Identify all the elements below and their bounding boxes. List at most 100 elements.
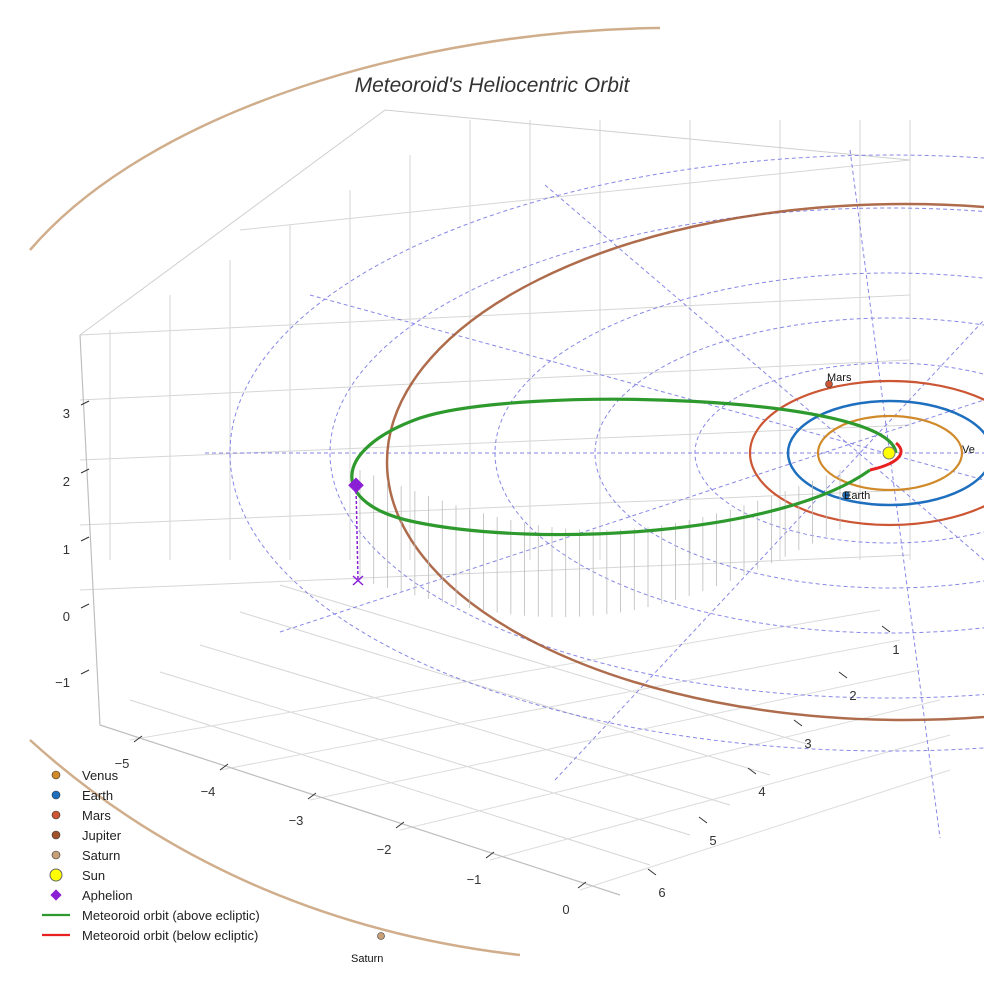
venus-orbit [816, 414, 964, 492]
y-tick [881, 625, 891, 633]
grid-line-floor [159, 671, 691, 836]
x-tick-label: 0 [562, 902, 569, 917]
legend-swatch [51, 770, 61, 780]
legend-item: Earth [40, 785, 260, 805]
grid-line-floor [279, 584, 811, 746]
legend-swatch [51, 850, 61, 860]
legend-item: Mars [40, 805, 260, 825]
legend-marker [51, 770, 61, 780]
legend-item: Jupiter [40, 825, 260, 845]
legend-item: Venus [40, 765, 260, 785]
grid-line-horizontal [239, 159, 911, 231]
planet-label-venus: Ve [962, 444, 975, 456]
x-tick-label: −1 [467, 872, 482, 887]
meteoroid-orbit-above [350, 397, 898, 537]
legend-label: Jupiter [82, 827, 122, 843]
grid-line-horizontal [79, 294, 911, 336]
ecliptic-axis [309, 294, 984, 481]
legend-label: Saturn [82, 847, 121, 863]
grid-line-floor [129, 609, 881, 741]
legend-marker [51, 810, 61, 820]
x-tick [307, 792, 317, 800]
y-tick [698, 816, 708, 824]
y-tick-label: 3 [804, 736, 811, 751]
x-tick [133, 735, 143, 743]
y-tick [793, 719, 803, 727]
x-tick [219, 763, 229, 771]
legend-swatch [51, 810, 61, 820]
legend-swatch [51, 830, 61, 840]
saturn-orbit [29, 739, 521, 957]
sun-marker [882, 446, 896, 460]
ecliptic-axis [544, 184, 984, 561]
aphelion-projection-marker [352, 575, 364, 586]
x-tick-label: −3 [289, 813, 304, 828]
ecliptic-axis [849, 149, 941, 839]
legend-item: Saturn [40, 845, 260, 865]
legend-marker [51, 830, 61, 840]
grid-line-floor [489, 734, 951, 861]
y-tick-label: 1 [892, 642, 899, 657]
y-tick-label: 5 [709, 833, 716, 848]
legend: Venus Earth Mars Jupiter Saturn Sun Aphelion Me… [40, 765, 260, 945]
earth-marker [842, 491, 850, 499]
z-tick-label: 0 [63, 609, 70, 624]
z-tick-label: 1 [63, 542, 70, 557]
saturn-orbit [29, 26, 661, 251]
legend-item: Aphelion [40, 885, 260, 905]
x-tick-label: −4 [201, 784, 216, 799]
grid-line-horizontal [79, 424, 911, 461]
z-tick-label: −1 [55, 675, 70, 690]
legend-marker [51, 850, 61, 860]
y-tick [747, 767, 757, 775]
legend-item: Meteoroid orbit (above ecliptic) [40, 905, 260, 925]
x-tick [577, 881, 587, 889]
planet-label-earth: Earth [844, 490, 870, 502]
legend-swatch [50, 889, 62, 901]
legend-label: Earth [82, 787, 114, 803]
x-tick [395, 821, 405, 829]
drop-lines [359, 470, 841, 618]
grid-line-horizontal [79, 489, 911, 526]
axis-grid [79, 109, 951, 896]
legend-swatch [42, 933, 70, 937]
grid-line-horizontal [79, 554, 911, 591]
y-tick [647, 868, 657, 876]
earth-orbit [786, 399, 984, 507]
z-tick [80, 669, 90, 675]
grid-line-floor [239, 611, 771, 776]
z-tick [80, 603, 90, 609]
legend-label: Aphelion [82, 887, 133, 903]
grid-line-floor [309, 669, 921, 801]
z-tick-label: 3 [63, 406, 70, 421]
mars-marker [825, 380, 833, 388]
legend-marker [51, 790, 61, 800]
x-tick-label: −5 [115, 756, 130, 771]
z-tick [80, 536, 90, 542]
legend-label: Meteoroid orbit (below ecliptic) [82, 927, 259, 943]
aphelion-drop-line [355, 485, 359, 581]
legend-label: Venus [82, 767, 119, 783]
legend-swatch [51, 790, 61, 800]
grid-line-horizontal [79, 359, 911, 401]
grid-line-floor [579, 769, 951, 891]
z-tick-label: 2 [63, 474, 70, 489]
y-tick-label: 2 [849, 688, 856, 703]
axis-ticks: 3 2 1 0 −1 −5 −4 −3 −2 −1 0 1 2 3 4 5 6 [55, 400, 900, 917]
legend-swatch [49, 868, 63, 882]
meteoroid-orbit-below [869, 441, 903, 472]
x-tick-label: −2 [377, 842, 392, 857]
chart-title: Meteoroid's Heliocentric Orbit [354, 74, 630, 97]
saturn-marker [377, 932, 385, 940]
mars-orbit [748, 379, 984, 527]
ecliptic-grid [205, 149, 984, 839]
grid-line-floor [199, 644, 731, 806]
grid-line-floor [399, 699, 941, 831]
planet-label-mars: Mars [827, 372, 852, 384]
jupiter-orbit [385, 202, 984, 722]
legend-label: Mars [82, 807, 111, 823]
legend-item: Sun [40, 865, 260, 885]
y-tick-label: 6 [658, 885, 665, 900]
